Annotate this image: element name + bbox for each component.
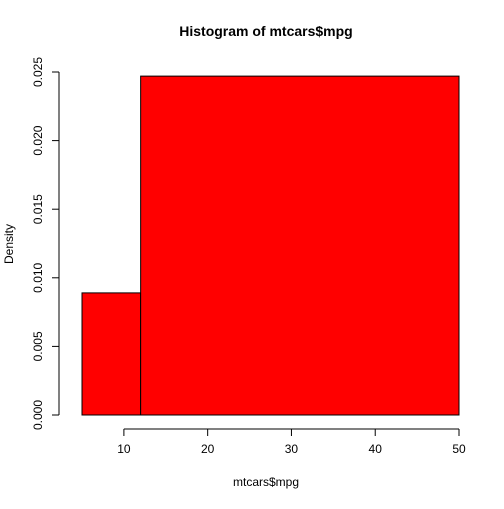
x-axis-label: mtcars$mpg bbox=[233, 475, 299, 489]
y-axis-label: Density bbox=[2, 224, 16, 264]
histogram-bar-2 bbox=[140, 75, 460, 416]
chart-title: Histogram of mtcars$mpg bbox=[179, 23, 352, 39]
x-tick-label: 50 bbox=[452, 442, 466, 456]
x-tick-label: 20 bbox=[201, 442, 215, 456]
x-tick-label: 10 bbox=[117, 442, 131, 456]
y-tick-label: 0.020 bbox=[31, 125, 45, 155]
y-axis: 0.000 0.005 0.010 0.015 0.020 0.025 bbox=[31, 57, 60, 430]
histogram-bar-1 bbox=[81, 292, 142, 416]
x-axis: 10 20 30 40 50 bbox=[117, 428, 466, 456]
y-tick-label: 0.010 bbox=[31, 262, 45, 292]
bars-group bbox=[81, 75, 460, 416]
y-tick-label: 0.025 bbox=[31, 57, 45, 87]
y-tick-label: 0.015 bbox=[31, 194, 45, 224]
y-tick-label: 0.005 bbox=[31, 331, 45, 361]
y-tick-label: 0.000 bbox=[31, 400, 45, 430]
x-tick-label: 30 bbox=[285, 442, 299, 456]
x-tick-label: 40 bbox=[369, 442, 383, 456]
